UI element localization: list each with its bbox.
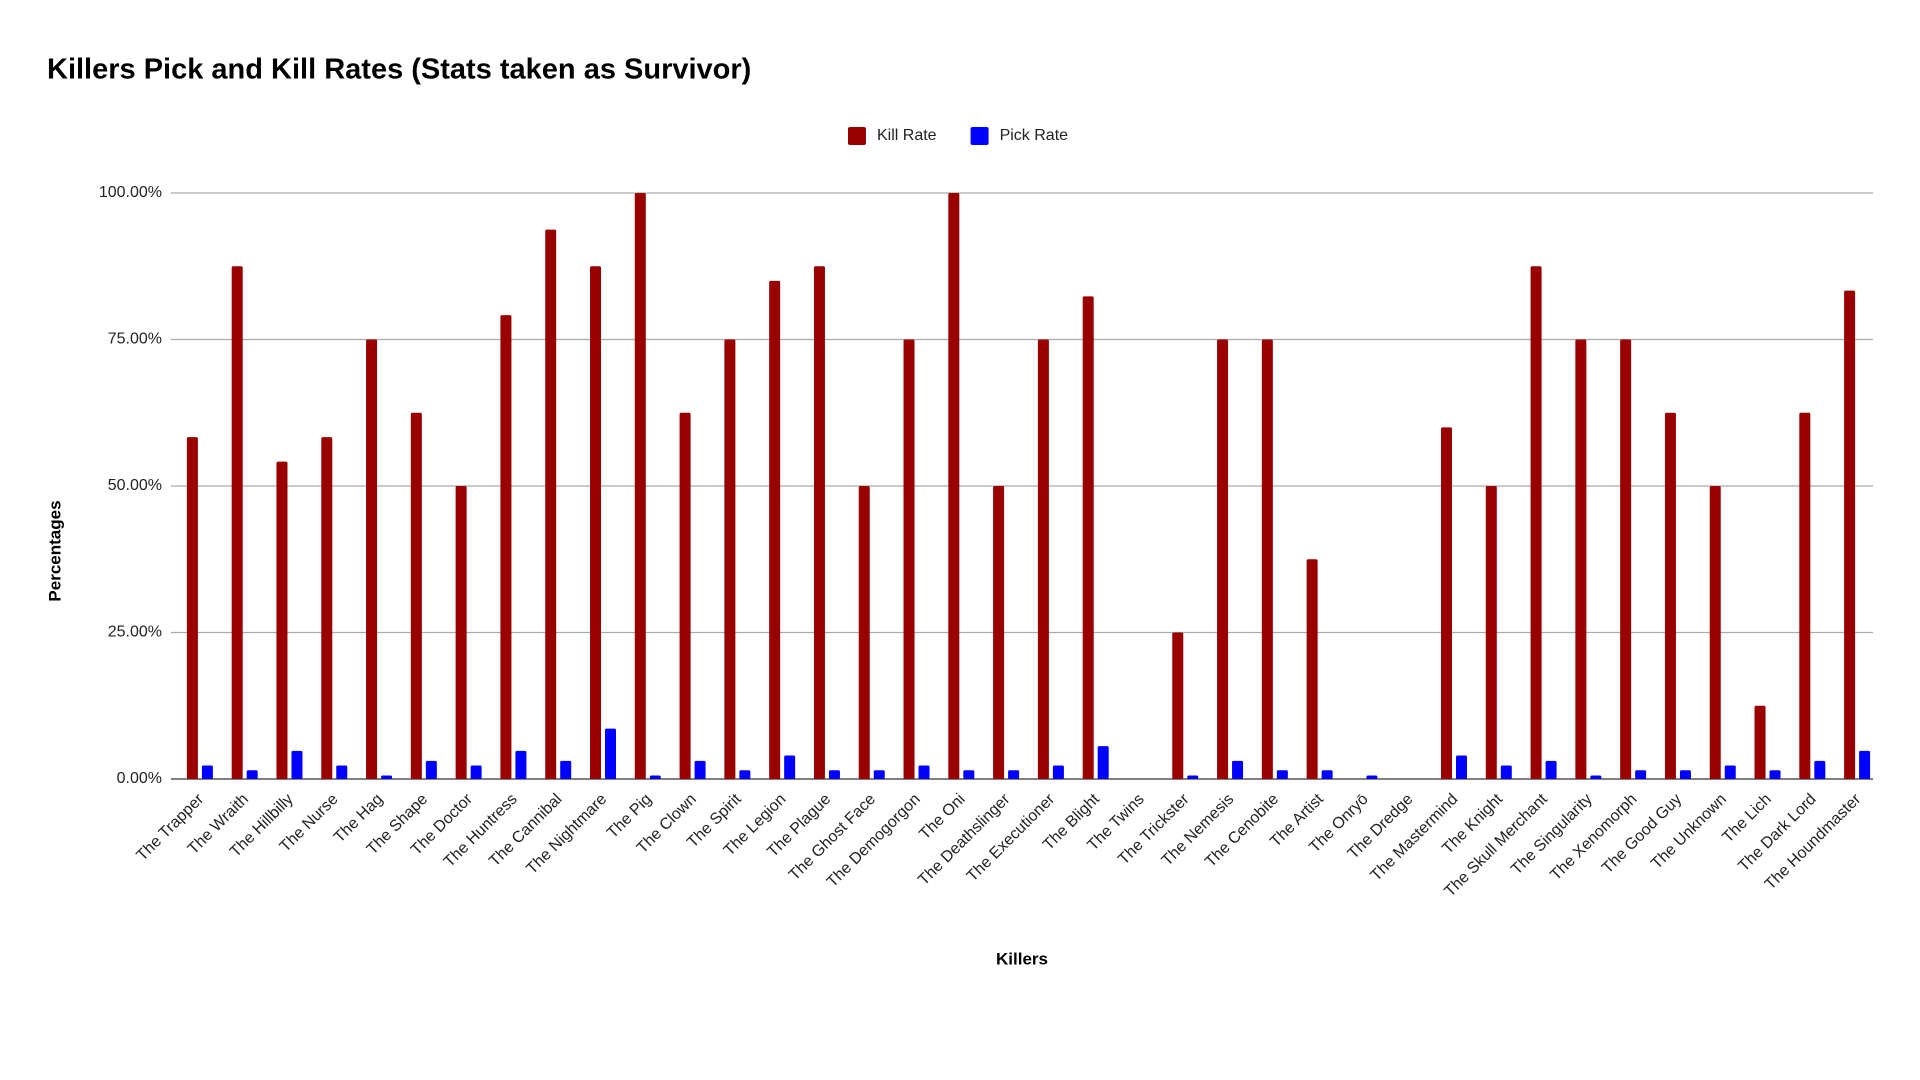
bar — [813, 266, 825, 779]
bar — [948, 193, 960, 779]
bar — [1679, 770, 1691, 779]
x-tick-label: The Nightmare — [523, 791, 610, 878]
x-tick-label: The Dark Lord — [1735, 791, 1819, 875]
bar — [1217, 339, 1229, 779]
y-tick-label: 50.00% — [108, 477, 162, 494]
bar — [739, 770, 751, 779]
bar — [1052, 765, 1064, 779]
bar — [634, 193, 646, 779]
bar — [515, 750, 527, 779]
bar — [455, 486, 467, 779]
bar — [1769, 770, 1781, 779]
bar — [918, 765, 930, 779]
bar — [993, 486, 1005, 779]
bar — [1008, 770, 1020, 779]
bar — [590, 266, 601, 779]
bar — [291, 750, 303, 779]
bar — [1276, 770, 1288, 779]
bar — [1485, 486, 1497, 779]
bar — [1456, 755, 1467, 779]
y-tick-label: 0.00% — [117, 770, 162, 787]
bar — [679, 412, 691, 779]
bar — [425, 760, 437, 779]
bar — [1575, 339, 1587, 779]
x-tick-label: The Singularity — [1508, 791, 1595, 878]
bar — [276, 461, 288, 779]
bar — [186, 437, 198, 779]
bar — [784, 755, 796, 779]
legend-label: Kill Rate — [877, 127, 937, 144]
bar — [231, 266, 243, 779]
bar — [1187, 775, 1199, 779]
bar — [545, 229, 557, 779]
bar — [336, 765, 348, 779]
bar — [649, 775, 661, 779]
bar — [724, 339, 736, 779]
bar — [410, 412, 422, 779]
bar — [1097, 746, 1109, 779]
bar — [201, 765, 213, 779]
bar — [246, 770, 258, 779]
bar — [605, 728, 616, 779]
bar — [1724, 765, 1736, 779]
bar — [321, 437, 333, 779]
bar — [366, 339, 378, 779]
bar — [1306, 559, 1318, 779]
x-axis-title: Killers — [996, 949, 1048, 968]
y-axis-title: Percentages — [45, 500, 64, 601]
bar — [1754, 705, 1766, 779]
legend-swatch — [848, 127, 866, 145]
bar — [381, 775, 393, 779]
bar — [1232, 760, 1244, 779]
y-tick-label: 25.00% — [108, 624, 162, 641]
legend-swatch — [970, 127, 989, 145]
bar — [470, 765, 482, 779]
bar — [1082, 296, 1094, 779]
bar — [828, 770, 840, 779]
bar — [1441, 427, 1452, 779]
bar — [1530, 266, 1542, 779]
bar — [1172, 632, 1184, 779]
bar — [1590, 775, 1602, 779]
bar — [1814, 760, 1826, 779]
bar — [1799, 412, 1811, 779]
bar — [1664, 412, 1676, 779]
legend-label: Pick Rate — [1000, 127, 1069, 144]
bar — [1037, 339, 1049, 779]
bar — [1635, 770, 1647, 779]
x-tick-label: The Good Guy — [1599, 791, 1685, 877]
chart-title: Killers Pick and Kill Rates (Stats taken… — [47, 54, 751, 86]
y-tick-label: 100.00% — [99, 184, 162, 201]
bar — [1500, 765, 1512, 779]
bar — [1620, 339, 1632, 779]
bar — [769, 280, 781, 779]
bar — [560, 760, 572, 779]
bar — [1545, 760, 1557, 779]
bar — [1366, 775, 1378, 779]
bar — [500, 315, 512, 779]
bar — [1261, 339, 1273, 779]
bar — [1859, 750, 1871, 779]
bar — [694, 760, 706, 779]
bar — [1321, 770, 1333, 779]
bar — [1709, 486, 1721, 779]
bar — [873, 770, 885, 779]
bar — [963, 770, 975, 779]
bar — [858, 486, 870, 779]
y-tick-label: 75.00% — [108, 331, 162, 348]
bar — [1844, 290, 1856, 779]
bar — [903, 339, 915, 779]
